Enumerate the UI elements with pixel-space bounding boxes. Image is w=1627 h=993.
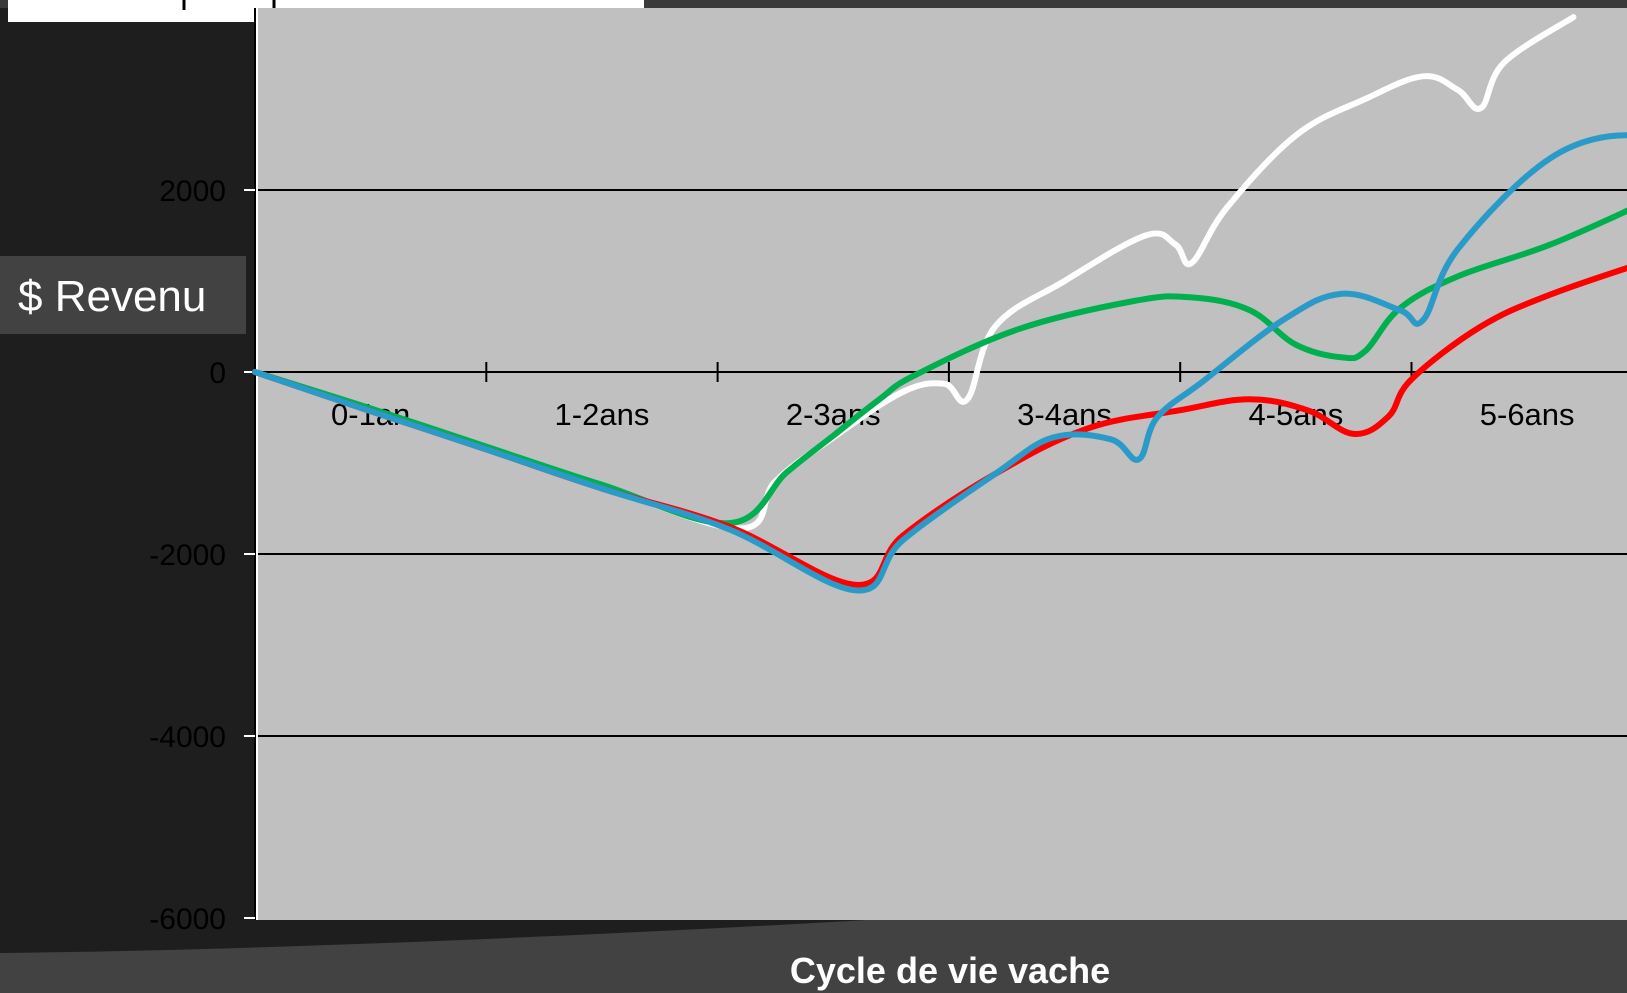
x-category-label: 1-2ans bbox=[555, 397, 650, 432]
gridlines bbox=[255, 189, 1627, 737]
footer-band bbox=[0, 918, 1627, 993]
y-tick-label: 2000 bbox=[159, 175, 226, 208]
x-category-label: 5-6ans bbox=[1480, 397, 1575, 432]
x-axis-category-labels: 0-1an 1-2ans 2-3ans 3-4ans 4-5ans 5-6ans bbox=[331, 397, 1575, 432]
plot-area bbox=[255, 8, 1627, 920]
x-axis-title: Cycle de vie vache bbox=[790, 950, 1110, 991]
y-tick-label: -6000 bbox=[149, 903, 226, 936]
y-tick-label: -4000 bbox=[149, 721, 226, 754]
series-lines bbox=[252, 14, 1627, 594]
y-axis-ticks bbox=[244, 189, 255, 919]
top-border bbox=[0, 0, 1627, 8]
y-tick-label: 0 bbox=[209, 357, 226, 390]
y-axis-label: $ Revenu bbox=[18, 272, 206, 321]
ylabel-box bbox=[0, 256, 246, 334]
series-line-blue bbox=[252, 132, 1627, 594]
y-axis-tick-labels: 2000 0 -2000 -4000 -6000 bbox=[149, 175, 226, 936]
y-tick-label: -2000 bbox=[149, 539, 226, 572]
